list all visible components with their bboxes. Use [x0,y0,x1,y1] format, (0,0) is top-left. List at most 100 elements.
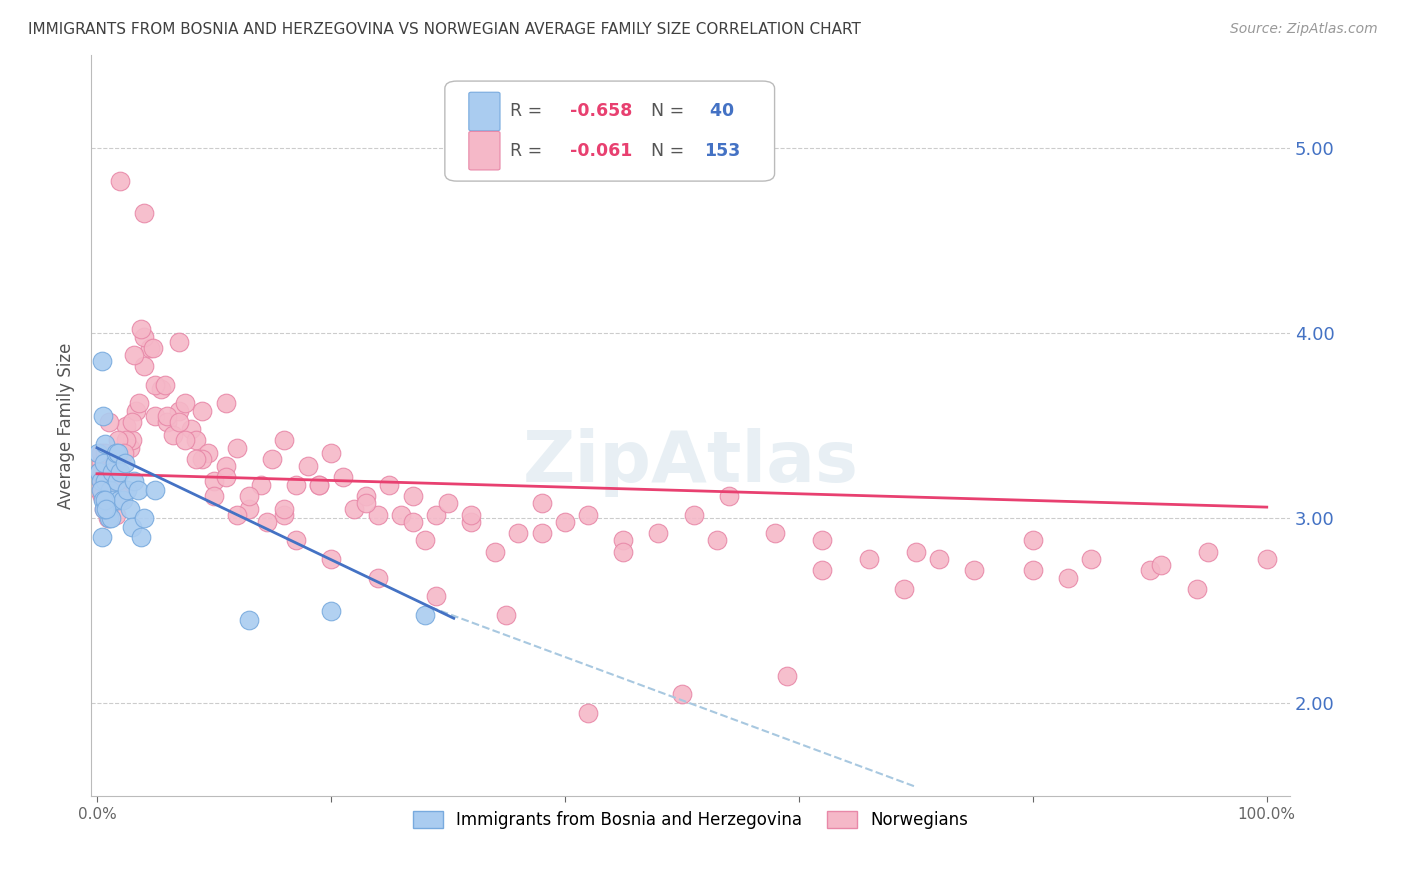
Point [425,589,447,603]
Point [460,515,482,529]
Point [104,446,127,460]
Point [100,511,122,525]
Text: R =: R = [509,142,547,160]
Point [145,377,167,392]
Point [576,508,599,522]
FancyBboxPatch shape [468,131,501,170]
Text: ZipAtlas: ZipAtlas [523,428,859,497]
Text: IMMIGRANTS FROM BOSNIA AND HERZEGOVINA VS NORWEGIAN AVERAGE FAMILY SIZE CORRELAT: IMMIGRANTS FROM BOSNIA AND HERZEGOVINA V… [28,22,860,37]
Point [367,570,389,584]
Point [249,478,271,492]
Point [612,544,634,558]
Point [127,483,149,498]
FancyBboxPatch shape [468,92,501,131]
Point [191,404,214,418]
Point [89,483,111,498]
Point [132,329,155,343]
Point [101,465,124,479]
Point [273,502,295,516]
Point [284,478,307,492]
Point [107,434,129,448]
Point [319,446,342,460]
Point [128,396,150,410]
Point [91,474,114,488]
Point [103,492,125,507]
Point [131,322,153,336]
Point [343,502,366,516]
Point [354,489,377,503]
Point [319,604,342,618]
Point [114,456,136,470]
Point [124,474,146,488]
Point [156,409,179,424]
Point [180,422,202,436]
Point [90,489,112,503]
Point [1185,582,1208,596]
Point [530,496,553,510]
Point [100,478,122,492]
Point [96,489,118,503]
Point [103,459,125,474]
Point [319,552,342,566]
Point [308,478,330,492]
Point [484,544,506,558]
Point [963,563,986,577]
Point [98,478,121,492]
Point [226,508,249,522]
Point [132,359,155,374]
Point [402,515,425,529]
Point [367,508,389,522]
Point [145,409,167,424]
Point [167,335,190,350]
Point [765,526,787,541]
Point [284,533,307,548]
Point [103,465,125,479]
Point [167,404,190,418]
Point [91,470,114,484]
Text: 40: 40 [704,103,734,120]
Point [811,533,834,548]
Point [215,459,238,474]
Point [1022,563,1045,577]
Point [308,478,330,492]
Point [460,508,482,522]
Point [96,492,118,507]
Point [121,434,143,448]
Text: N =: N = [651,142,690,160]
Text: R =: R = [509,103,547,120]
Point [87,474,110,488]
Point [97,511,120,525]
Point [273,508,295,522]
Point [1022,533,1045,548]
Point [238,613,260,627]
Point [262,452,284,467]
Point [94,474,117,488]
Point [104,508,127,522]
Point [273,434,295,448]
Point [89,465,111,479]
Point [115,418,138,433]
Point [647,526,669,541]
Point [215,396,238,410]
Point [89,446,111,460]
Point [96,511,118,525]
Point [111,446,134,460]
Point [108,492,131,507]
Point [354,496,377,510]
Point [928,552,950,566]
Point [132,511,155,525]
Point [115,434,138,448]
Point [378,478,401,492]
Point [97,415,120,429]
Point [717,489,740,503]
Point [110,489,132,503]
Point [554,515,576,529]
Point [706,533,728,548]
Text: -0.658: -0.658 [569,103,631,120]
Point [256,515,278,529]
Point [89,465,111,479]
Point [98,483,121,498]
Point [238,502,260,516]
Point [91,409,114,424]
Point [226,441,249,455]
